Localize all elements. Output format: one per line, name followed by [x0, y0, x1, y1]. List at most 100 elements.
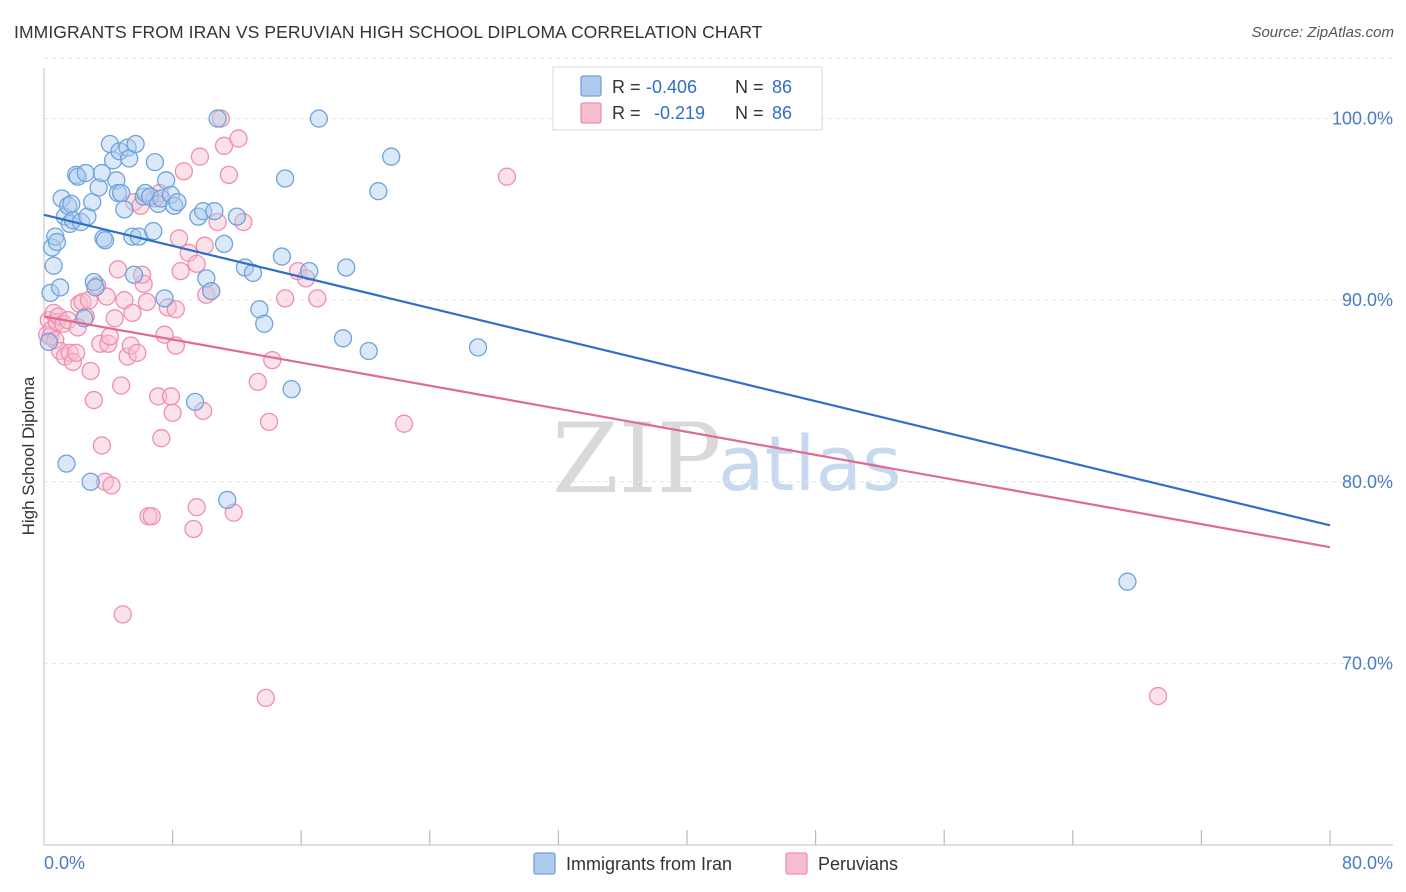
peruvians-point-29: [112, 376, 131, 395]
legend-n-label-peru: N =: [735, 103, 764, 123]
peruvians-point-82: [100, 327, 120, 346]
y-tick-label-1: 80.0%: [1342, 472, 1393, 492]
iran-point-46: [148, 194, 168, 214]
iran-point-65: [250, 300, 269, 319]
peruvians-point-76: [394, 414, 414, 433]
iran-point-76: [382, 147, 401, 166]
iran-point-61: [218, 490, 237, 510]
peruvians-point-72: [275, 289, 295, 308]
series-legend-label-iran: Immigrants from Iran: [566, 854, 732, 874]
watermark-atlas: atlas: [718, 419, 902, 508]
iran-point-6: [50, 278, 70, 297]
iran-point-67: [272, 247, 292, 266]
iran-point-74: [359, 341, 378, 361]
peruvians-point-19: [81, 361, 100, 381]
peruvians-point-32: [118, 347, 137, 366]
peruvians-point-30: [113, 605, 132, 624]
y-tick-label-3: 100.0%: [1332, 109, 1393, 129]
y-tick-label-2: 90.0%: [1342, 290, 1393, 310]
iran-point-50: [161, 185, 181, 204]
peruvians-point-64: [219, 165, 239, 185]
peruvians-point-5: [46, 330, 65, 350]
peruvians-point-20: [84, 390, 103, 410]
series-legend: Immigrants from Iran Peruvians: [533, 852, 898, 875]
iran-point-34: [115, 200, 134, 219]
peruvians-point-77: [497, 167, 517, 186]
peruvians-point-49: [163, 403, 182, 422]
peruvians-point-28: [108, 260, 128, 279]
legend-swatch-peru: [580, 102, 602, 124]
peruvians-point-57: [190, 147, 210, 166]
iran-point-10: [58, 196, 78, 215]
iran-point-25: [92, 163, 112, 183]
peruvians-point-45: [152, 429, 171, 448]
iran-point-0: [39, 332, 58, 352]
peruvians-point-78: [1148, 686, 1168, 706]
iran-point-29: [103, 151, 123, 170]
series-legend-label-peru: Peruvians: [818, 854, 898, 874]
peruvians-point-70: [259, 412, 279, 432]
axes: [43, 68, 1393, 846]
peruvians-point-39: [137, 292, 157, 312]
peruvians-point-63: [214, 136, 234, 155]
peruvians-point-52: [171, 261, 190, 281]
iran-point-52: [168, 192, 187, 212]
iran-point-62: [227, 207, 247, 226]
iran-point-38: [124, 265, 144, 284]
iran-point-68: [275, 169, 295, 188]
iran-point-23: [86, 278, 105, 297]
iran-point-72: [333, 329, 353, 348]
peruvians-point-69: [256, 688, 275, 708]
iran-point-39: [126, 134, 145, 154]
iran-point-58: [205, 202, 224, 221]
peruvians-point-38: [134, 274, 153, 293]
peruvians-point-56: [187, 498, 206, 517]
iran-point-77: [468, 338, 488, 357]
legend-n-value-iran: 86: [772, 77, 792, 97]
chart-source: Source: ZipAtlas.com: [1251, 24, 1394, 41]
legend-swatch-iran: [580, 75, 602, 97]
iran-point-33: [112, 183, 131, 203]
iran-point-60: [214, 234, 234, 254]
x-tick-label-min: 0.0%: [44, 853, 85, 873]
iran-trend-line: [43, 213, 1331, 527]
trend-lines: [43, 213, 1331, 549]
peruvians-point-23: [92, 436, 112, 455]
iran-point-69: [282, 380, 301, 399]
iran-point-7: [52, 189, 71, 208]
peruvians-point-66: [229, 129, 248, 148]
peruvians-point-48: [161, 387, 181, 406]
peruvians-points: [38, 109, 1168, 708]
iran-point-9: [57, 454, 76, 473]
iran-point-5: [47, 232, 67, 252]
peruvians-point-53: [174, 162, 194, 181]
iran-point-73: [337, 258, 356, 277]
y-tick-labels: 70.0% 80.0% 90.0% 100.0%: [1332, 109, 1393, 674]
iran-point-1: [41, 283, 60, 303]
iran-point-2: [42, 238, 62, 257]
peruvians-trend-line: [43, 315, 1331, 549]
peruvians-point-51: [169, 229, 189, 248]
iran-point-75: [369, 182, 388, 201]
iran-point-48: [155, 289, 174, 308]
legend-n-value-peru: 86: [772, 103, 792, 123]
series-legend-swatch-iran: [533, 852, 556, 875]
peruvians-point-80: [187, 254, 206, 274]
x-tick-label-max: 80.0%: [1342, 853, 1393, 873]
peruvians-point-71: [263, 350, 282, 370]
legend-r-value-iran: -0.406: [646, 77, 697, 97]
peruvians-point-79: [166, 300, 185, 319]
peruvians-point-75: [308, 289, 327, 308]
peruvians-point-36: [128, 343, 147, 362]
y-tick-label-0: 70.0%: [1342, 653, 1393, 673]
peruvians-point-55: [184, 519, 203, 539]
iran-point-24: [89, 178, 108, 197]
peruvians-point-27: [105, 309, 124, 328]
iran-point-49: [157, 171, 176, 190]
iran-point-54: [189, 207, 208, 226]
chart-title: IMMIGRANTS FROM IRAN VS PERUVIAN HIGH SC…: [14, 22, 763, 42]
peruvians-point-41: [142, 507, 161, 526]
iran-point-3: [44, 256, 63, 275]
legend-r-label-peru: R =: [612, 103, 641, 123]
iran-point-53: [185, 392, 205, 412]
